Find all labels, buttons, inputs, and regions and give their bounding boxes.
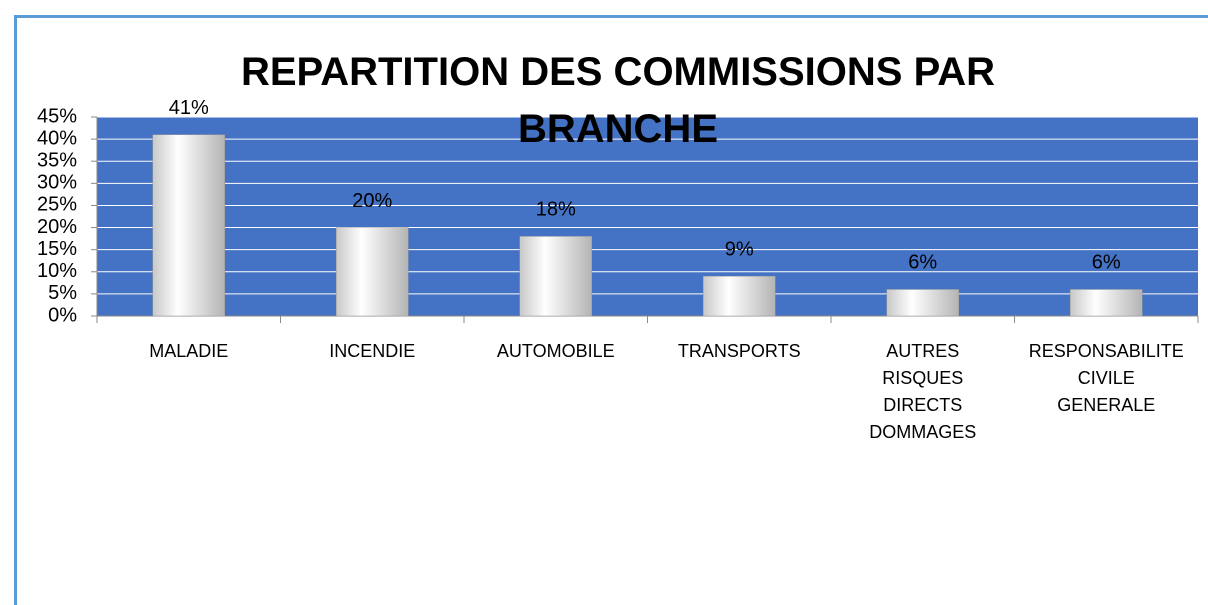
bar — [886, 289, 959, 317]
y-tick-label: 0% — [48, 304, 77, 326]
y-tick-label: 45% — [37, 105, 77, 127]
y-tick-label: 15% — [37, 238, 77, 260]
y-tick-label: 5% — [48, 282, 77, 304]
y-tick-label: 30% — [37, 172, 77, 194]
chart-title: REPARTITION DES COMMISSIONS PAR BRANCHE — [240, 50, 996, 151]
data-label: 18% — [536, 199, 576, 221]
data-label: 6% — [1092, 252, 1121, 274]
plot-area — [97, 117, 1198, 316]
y-tick-label: 25% — [37, 194, 77, 216]
data-label: 20% — [352, 190, 392, 212]
y-tick-label: 40% — [37, 127, 77, 149]
bar — [519, 236, 592, 317]
x-tick-label: AUTRES RISQUES DIRECTS DOMMAGES — [869, 341, 977, 442]
y-tick-label: 20% — [37, 216, 77, 238]
data-label: 6% — [908, 252, 937, 274]
x-tick-label: RESPONSABILITE CIVILE GENERALE — [1028, 341, 1184, 415]
x-tick-label: INCENDIE — [329, 341, 416, 361]
bar — [152, 134, 225, 317]
x-tick-label: MALADIE — [149, 341, 229, 361]
chart-frame — [14, 15, 1208, 605]
bar — [703, 275, 776, 317]
y-tick-label: 35% — [37, 150, 77, 172]
bar — [1070, 289, 1143, 317]
x-tick-label: AUTOMOBILE — [496, 341, 615, 361]
x-tick-label: TRANSPORTS — [677, 341, 801, 361]
bar — [336, 227, 409, 317]
y-tick-label: 10% — [37, 260, 77, 282]
data-label: 9% — [725, 238, 754, 260]
data-label: 41% — [169, 97, 209, 119]
